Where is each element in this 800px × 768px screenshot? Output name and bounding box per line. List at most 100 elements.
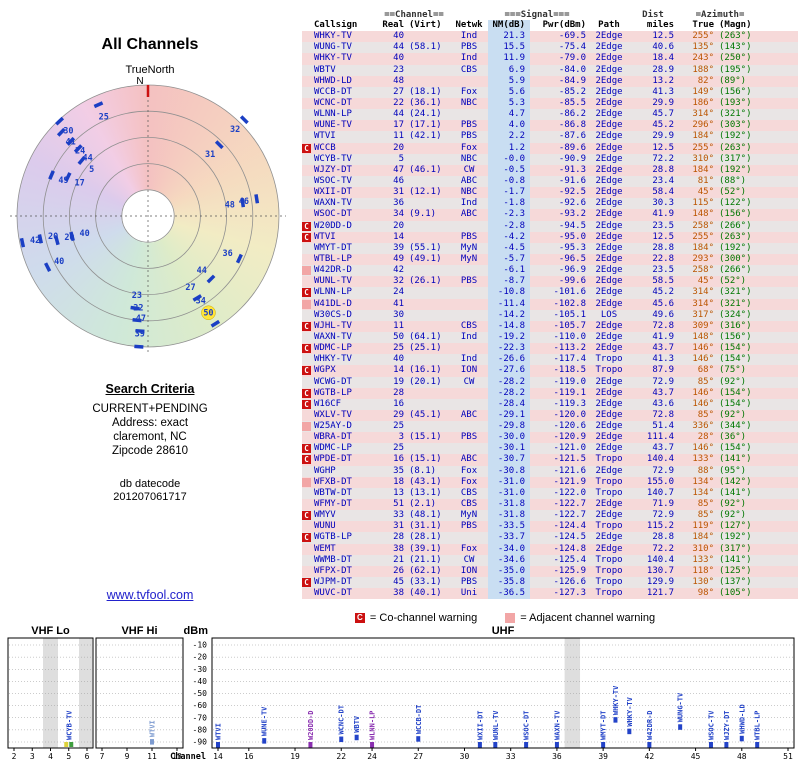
cell-re: 45 bbox=[393, 577, 404, 588]
cell-vi: (64.1) bbox=[409, 331, 442, 342]
cell-vi: (49.1) bbox=[409, 253, 442, 264]
cell-nw: PBS bbox=[460, 231, 478, 242]
cell-re: 39 bbox=[393, 242, 404, 253]
cell-pa: 2Edge bbox=[595, 86, 623, 97]
cell-pa: Tropo bbox=[595, 554, 623, 565]
channel-number-label: 40 bbox=[54, 257, 64, 267]
cell-tr: 146° bbox=[692, 343, 714, 354]
cell-pw: -90.9 bbox=[558, 153, 586, 164]
station-row: C WLNN-LP 24 -10.8 -101.6 2Edge 45.2 314° (321°) bbox=[302, 287, 798, 299]
station-tick bbox=[48, 170, 55, 180]
cell-mg: (156°) bbox=[719, 86, 752, 97]
channel-tick-label: 14 bbox=[213, 752, 223, 761]
cell-mg: (266°) bbox=[719, 220, 752, 231]
signal-bar bbox=[370, 742, 375, 748]
cell-pw: -87.6 bbox=[558, 131, 586, 142]
highlight-circle bbox=[201, 305, 216, 320]
cell-pa: 2Edge bbox=[595, 242, 623, 253]
channel-tick-label: 36 bbox=[552, 752, 562, 761]
band-box bbox=[95, 637, 184, 749]
cell-nm: 5.3 bbox=[488, 97, 530, 110]
signal-bar bbox=[601, 742, 606, 748]
cell-mg: (143°) bbox=[719, 42, 752, 53]
cell-vi: (20.1) bbox=[409, 376, 442, 387]
station-row: C WMYV 33 (48.1) MyN -31.8 -122.7 2Edge 72.9 85° (… bbox=[302, 510, 798, 522]
callsign-label: WSOC-TV bbox=[707, 710, 715, 740]
cell-di: 49.6 bbox=[652, 309, 674, 320]
station-row: WAXN-TV 36 Ind -1.8 -92.6 2Edge 30.3 115° (122°) bbox=[302, 198, 798, 210]
cell-pw: -79.0 bbox=[558, 53, 586, 64]
cell-pa: 2Edge bbox=[595, 209, 623, 220]
cell-warn bbox=[302, 31, 314, 42]
cell-pw: -120.6 bbox=[553, 421, 586, 432]
cell-re: 29 bbox=[393, 409, 404, 420]
cell-tr: 314° bbox=[692, 287, 714, 298]
cell-nw: CBS bbox=[460, 499, 478, 510]
cell-warn: C bbox=[302, 221, 311, 231]
station-row: WUVC-DT 38 (40.1) Uni -36.5 -127.3 Tropo 121.7 9… bbox=[302, 588, 798, 600]
cell-nm: -5.7 bbox=[488, 253, 530, 266]
y-tick-label: -70 bbox=[193, 713, 208, 722]
cell-di: 41.3 bbox=[652, 86, 674, 97]
cell-nw bbox=[450, 421, 488, 432]
cell-nw: PBS bbox=[460, 276, 478, 287]
cell-cs: WSOC-TV bbox=[314, 175, 352, 186]
cell-di: 121.7 bbox=[646, 588, 674, 599]
cell-pa: 2Edge bbox=[595, 443, 623, 454]
cell-mg: (317°) bbox=[719, 153, 752, 164]
cell-re: 44 bbox=[393, 109, 404, 120]
cell-cs: WGHP bbox=[314, 465, 336, 476]
cell-pa: Tropo bbox=[595, 577, 623, 588]
cell-nw: Fox bbox=[460, 142, 478, 153]
signal-bar bbox=[493, 742, 498, 748]
cell-di: 40.6 bbox=[652, 42, 674, 53]
cell-mg: (192°) bbox=[719, 532, 752, 543]
cell-di: 43.7 bbox=[652, 443, 674, 454]
cell-warn bbox=[302, 109, 314, 120]
cell-nw: Ind bbox=[460, 31, 478, 42]
cell-mg: (36°) bbox=[719, 432, 747, 443]
cell-tr: 28° bbox=[697, 432, 714, 443]
cell-pa: 2Edge bbox=[595, 331, 623, 342]
cell-warn bbox=[302, 499, 314, 510]
cell-pw: -120.9 bbox=[553, 432, 586, 443]
cell-vi: (42.1) bbox=[409, 131, 442, 142]
cell-nm: 2.2 bbox=[488, 131, 530, 143]
cell-pa: 2Edge bbox=[595, 42, 623, 53]
cell-cs: WEMT bbox=[314, 543, 336, 554]
callsign-label: WHKY-TV bbox=[612, 685, 620, 715]
cell-pw: -95.3 bbox=[558, 242, 586, 253]
cell-tr: 118° bbox=[692, 565, 714, 576]
cell-re: 42 bbox=[393, 265, 404, 276]
cell-re: 40 bbox=[393, 31, 404, 42]
callsign-label: WSOC-DT bbox=[523, 710, 531, 740]
cell-tr: 85° bbox=[697, 376, 714, 387]
cell-di: 28.8 bbox=[652, 164, 674, 175]
cell-pw: -84.0 bbox=[558, 64, 586, 75]
cell-vi: (8.1) bbox=[409, 465, 437, 476]
cell-tr: 135° bbox=[692, 42, 714, 53]
cell-nw: MyN bbox=[460, 510, 478, 521]
cell-nw: PBS bbox=[460, 131, 478, 142]
cell-pw: -101.6 bbox=[553, 287, 586, 298]
cell-re: 51 bbox=[393, 499, 404, 510]
radar-subtitle: TrueNorth bbox=[125, 64, 175, 76]
cell-vi bbox=[404, 221, 450, 232]
cell-di: 43.7 bbox=[652, 387, 674, 398]
cell-mg: (75°) bbox=[719, 365, 747, 376]
cell-nm: -30.7 bbox=[488, 454, 530, 466]
cell-nm: 21.3 bbox=[488, 31, 530, 43]
cell-vi bbox=[404, 53, 450, 64]
cell-nm: -11.4 bbox=[488, 298, 530, 310]
cell-vi bbox=[404, 265, 450, 276]
tvfool-link[interactable]: www.tvfool.com bbox=[106, 588, 194, 602]
station-row: C WGTB-LP 28 -28.2 -119.1 2Edge 43.7 146° (154°) bbox=[302, 387, 798, 399]
cell-di: 115.2 bbox=[646, 521, 674, 532]
cell-warn bbox=[302, 332, 314, 343]
channel-number-label: 41 bbox=[66, 137, 76, 147]
station-tick bbox=[44, 262, 52, 272]
cell-di: 18.4 bbox=[652, 53, 674, 64]
cell-nm: -2.3 bbox=[488, 209, 530, 221]
cell-vi: (25.1) bbox=[409, 343, 442, 354]
cell-vi bbox=[404, 154, 450, 165]
